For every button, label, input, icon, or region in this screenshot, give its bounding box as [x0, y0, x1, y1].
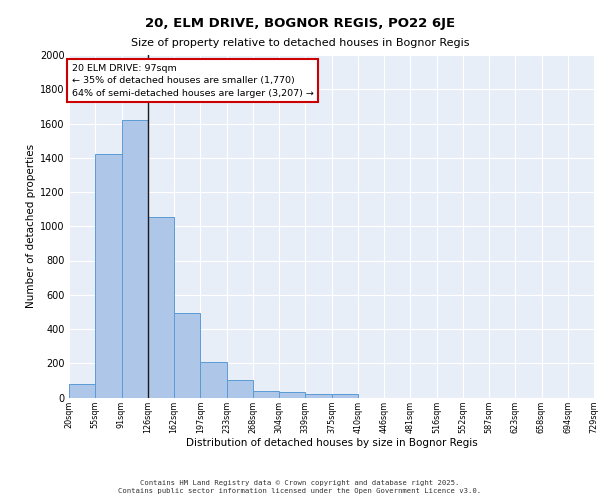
Bar: [121, 120, 148, 398]
Bar: [200, 362, 227, 398]
Bar: [253, 390, 279, 398]
Text: Size of property relative to detached houses in Bognor Regis: Size of property relative to detached ho…: [131, 38, 469, 48]
Text: Contains HM Land Registry data © Crown copyright and database right 2025.
Contai: Contains HM Land Registry data © Crown c…: [118, 480, 482, 494]
Bar: [305, 394, 331, 398]
Bar: [69, 384, 95, 398]
Text: 20 ELM DRIVE: 97sqm
← 35% of detached houses are smaller (1,770)
64% of semi-det: 20 ELM DRIVE: 97sqm ← 35% of detached ho…: [71, 64, 314, 98]
Bar: [279, 392, 305, 398]
Bar: [331, 394, 358, 398]
Text: 20, ELM DRIVE, BOGNOR REGIS, PO22 6JE: 20, ELM DRIVE, BOGNOR REGIS, PO22 6JE: [145, 18, 455, 30]
Bar: [227, 380, 253, 398]
Bar: [95, 154, 121, 398]
Y-axis label: Number of detached properties: Number of detached properties: [26, 144, 36, 308]
Bar: [148, 217, 174, 398]
X-axis label: Distribution of detached houses by size in Bognor Regis: Distribution of detached houses by size …: [185, 438, 478, 448]
Bar: [174, 312, 200, 398]
